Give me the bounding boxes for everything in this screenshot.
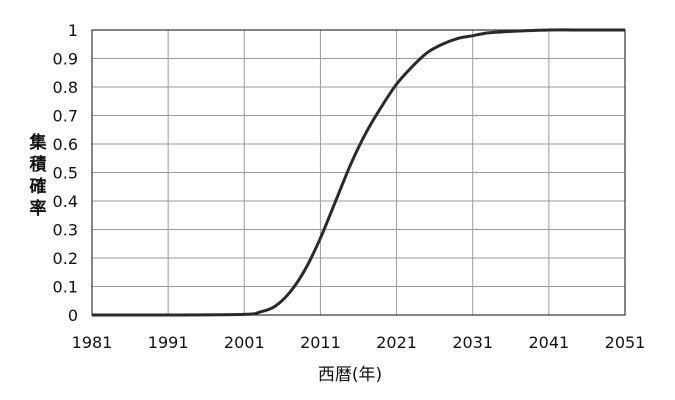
x-tick-labels: 1981 1991 2001 2011 2021 2031 2041 2051 [72, 333, 646, 352]
x-tick-label: 2021 [376, 333, 417, 352]
y-tick-label: 0.7 [53, 107, 78, 126]
x-tick-label: 2051 [605, 333, 646, 352]
y-tick-label: 0.1 [53, 278, 78, 297]
plot-frame [91, 29, 626, 316]
x-tick-label: 2001 [224, 333, 265, 352]
x-tick-label: 1991 [148, 333, 189, 352]
x-axis-label: 西暦(年) [317, 365, 383, 385]
series-group [91, 28, 625, 317]
y-axis-label-char: 集 [29, 133, 47, 153]
y-tick-label: 0.8 [53, 78, 78, 97]
y-axis-label-char: 積 [29, 155, 47, 175]
y-axis-label-char: 確 [29, 177, 47, 197]
y-tick-label: 0.9 [53, 50, 78, 69]
y-axis-label-char: 率 [29, 199, 47, 219]
y-tick-label: 1 [68, 21, 78, 40]
y-tick-label: 0.5 [53, 164, 78, 183]
y-tick-label: 0.2 [53, 249, 78, 268]
y-tick-label: 0.6 [53, 135, 78, 154]
x-tick-label: 1981 [72, 333, 113, 352]
x-tick-label: 2031 [452, 333, 493, 352]
y-tick-label: 0.3 [53, 221, 78, 240]
y-tick-labels: 0 0.1 0.2 0.3 0.4 0.5 0.6 0.7 0.8 0.9 1 [53, 21, 78, 325]
x-tick-label: 2041 [528, 333, 569, 352]
cumulative-probability-line [91, 28, 625, 317]
x-tick-label: 2011 [300, 333, 341, 352]
grid-lines [92, 30, 625, 315]
y-tick-label: 0 [68, 306, 78, 325]
y-tick-label: 0.4 [53, 192, 78, 211]
